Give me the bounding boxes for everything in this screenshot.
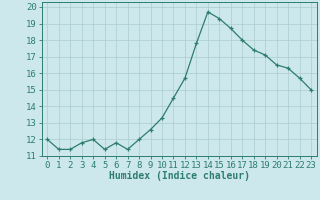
- X-axis label: Humidex (Indice chaleur): Humidex (Indice chaleur): [109, 171, 250, 181]
